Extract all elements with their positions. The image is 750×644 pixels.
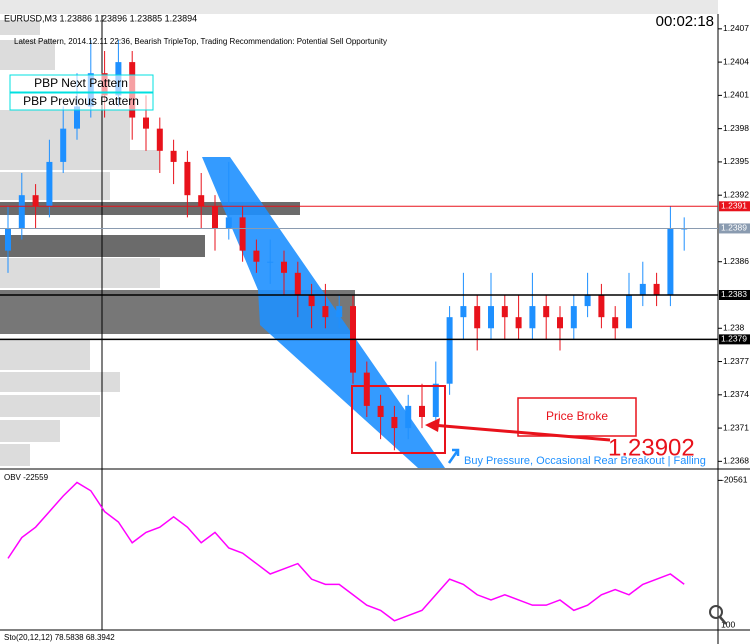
candle-body [267, 261, 274, 263]
candle-body [501, 306, 508, 318]
candle-body [336, 306, 343, 318]
candle-body [46, 161, 53, 207]
zoom-handle[interactable] [719, 616, 727, 625]
chart-title: EURUSD,M3 1.23886 1.23896 1.23885 1.2389… [4, 13, 197, 23]
y-tick-label: 1.2401 [723, 90, 749, 100]
y-tick-label: 1.2404 [723, 56, 749, 66]
candle-body [557, 317, 563, 329]
candle-body [488, 306, 494, 329]
level-label: 1.2391 [721, 201, 747, 211]
candle-body [570, 306, 577, 329]
next-button[interactable] [9, 74, 154, 93]
y-tick-label: 1.238 [723, 323, 745, 333]
pattern-info: Latest Pattern, 2014.12.11 22:36, Bearis… [14, 37, 387, 46]
candle-body [170, 150, 177, 162]
candle-body [32, 195, 39, 207]
obv-label: OBV -22559 [4, 473, 49, 482]
candle-body [143, 117, 149, 129]
candle-body [212, 206, 218, 229]
candle-body [419, 405, 425, 417]
candle-body [529, 306, 536, 329]
candle-body [460, 306, 467, 318]
candle-body [60, 128, 67, 162]
level-tag [719, 223, 750, 234]
buy-arrow [447, 448, 460, 464]
next-button-label[interactable]: PBP Next Pattern [34, 76, 128, 90]
level-tag [719, 289, 750, 300]
candle-body [626, 294, 632, 329]
candle-body [156, 128, 163, 151]
candle-body [74, 106, 80, 129]
candle-body [612, 317, 619, 329]
y-tick-label: 1.2398 [723, 123, 749, 133]
candle-body [639, 283, 646, 295]
candle-body [239, 217, 246, 251]
y-tick-label: 1.2386 [723, 256, 749, 266]
candle-body [405, 405, 412, 429]
candle-body [363, 372, 370, 406]
candle-body [322, 306, 329, 318]
y-tick-label: 1.2395 [723, 156, 749, 166]
candle-body [5, 228, 11, 251]
previous-button-label[interactable]: PBP Previous Pattern [23, 94, 139, 108]
candle-body [432, 383, 439, 417]
candle-body [253, 250, 260, 262]
candle-body [653, 283, 660, 295]
callout: Price Broke [546, 409, 608, 423]
break-price: 1.23902 [608, 434, 695, 461]
candle-body [225, 217, 232, 229]
y-tick-label: -20561 [721, 475, 748, 485]
y-tick-label: 1.2392 [723, 189, 749, 199]
level-label: 1.2389 [721, 223, 747, 233]
y-tick-label: 1.2371 [723, 422, 749, 432]
y-tick-label: 1.2374 [723, 389, 749, 399]
level-tag [719, 334, 750, 345]
signal: Buy Pressure, Occasional Rear Breakout |… [464, 455, 706, 467]
previous-button[interactable] [9, 92, 154, 111]
sto-top: 100 [721, 619, 735, 629]
volume-profile [0, 20, 160, 466]
window-title-bar [0, 0, 718, 14]
zoom-icon[interactable] [709, 605, 723, 619]
sto-label: Sto(20,12,12) 78.5838 68.3942 [4, 633, 115, 642]
candle-body [281, 261, 287, 273]
level-tag [719, 201, 750, 212]
candle-body [377, 405, 384, 417]
candle-body [198, 195, 205, 207]
obv-line [7, 481, 685, 622]
arrow [431, 423, 611, 442]
y-tick-label: 1.2377 [723, 356, 749, 366]
candle-body [308, 294, 315, 307]
level-label: 1.2379 [721, 334, 747, 344]
clock: 00:02:18 [656, 13, 714, 30]
candle-body [474, 306, 481, 329]
candle-body [184, 161, 191, 196]
candle-body [391, 416, 398, 429]
y-tick-label: 1.2407 [723, 23, 749, 33]
candle-body [18, 195, 25, 229]
arrow-head [425, 418, 440, 432]
break-box [351, 385, 446, 454]
candle-body [584, 294, 591, 307]
candle-body [446, 317, 453, 384]
candle-body [667, 228, 674, 295]
level-label: 1.2383 [721, 289, 747, 299]
candle-body [598, 294, 605, 318]
candle-body [515, 317, 522, 329]
y-tick-label: 1.2368 [723, 456, 749, 466]
candle-body [543, 306, 550, 318]
candle-body [294, 272, 301, 295]
